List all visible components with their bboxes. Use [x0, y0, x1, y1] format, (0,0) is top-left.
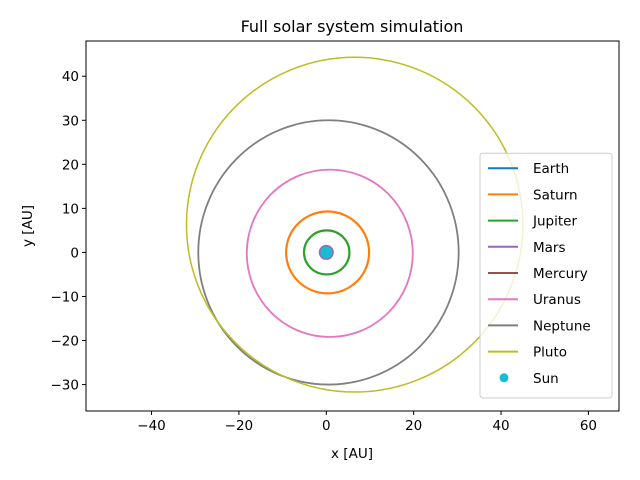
- y-tick-label: 40: [62, 69, 79, 85]
- legend-label-saturn: Saturn: [533, 187, 578, 203]
- x-axis-label: x [AU]: [331, 446, 373, 462]
- legend-label-uranus: Uranus: [533, 292, 581, 308]
- orbit-pluto: [185, 56, 524, 393]
- y-tick-label: −30: [51, 378, 80, 394]
- x-tick-label: −40: [137, 418, 166, 434]
- y-axis: −30 −20 −10 0 10 20 30 40: [51, 69, 86, 394]
- x-tick-label: 40: [492, 418, 509, 434]
- x-tick-label: 0: [322, 418, 331, 434]
- legend: Earth Saturn Jupiter Mars Mercury Uranus Neptu…: [479, 152, 613, 399]
- legend-marker-sun: [499, 373, 509, 383]
- orbit-jupiter: [302, 229, 351, 276]
- x-tick-label: 60: [580, 418, 597, 434]
- y-tick-label: −10: [51, 289, 80, 305]
- legend-label-mercury: Mercury: [533, 266, 588, 282]
- orbit-neptune: [197, 119, 460, 386]
- orbits-layer: [185, 56, 524, 393]
- x-tick-label: 20: [405, 418, 422, 434]
- y-tick-label: 0: [70, 245, 79, 261]
- orbit-mars: [318, 244, 334, 260]
- orbit-uranus: [245, 168, 414, 338]
- orbit-saturn: [284, 210, 371, 295]
- point-sun: [320, 246, 333, 259]
- x-tick-label: −20: [225, 418, 254, 434]
- x-axis: −40 −20 0 20 40 60: [137, 411, 597, 434]
- y-axis-label: y [AU]: [20, 205, 36, 247]
- legend-box: [479, 152, 613, 399]
- legend-label-sun: Sun: [533, 371, 559, 387]
- legend-label-pluto: Pluto: [533, 345, 567, 361]
- y-tick-label: 20: [62, 157, 79, 173]
- y-tick-label: −20: [51, 334, 80, 350]
- y-tick-label: 30: [62, 113, 79, 129]
- legend-label-mars: Mars: [533, 240, 566, 256]
- legend-label-earth: Earth: [533, 161, 569, 177]
- plot-frame: [85, 40, 620, 412]
- chart-title: Full solar system simulation: [241, 17, 464, 36]
- legend-label-neptune: Neptune: [533, 318, 591, 334]
- y-tick-label: 10: [62, 201, 79, 217]
- legend-label-jupiter: Jupiter: [532, 214, 577, 230]
